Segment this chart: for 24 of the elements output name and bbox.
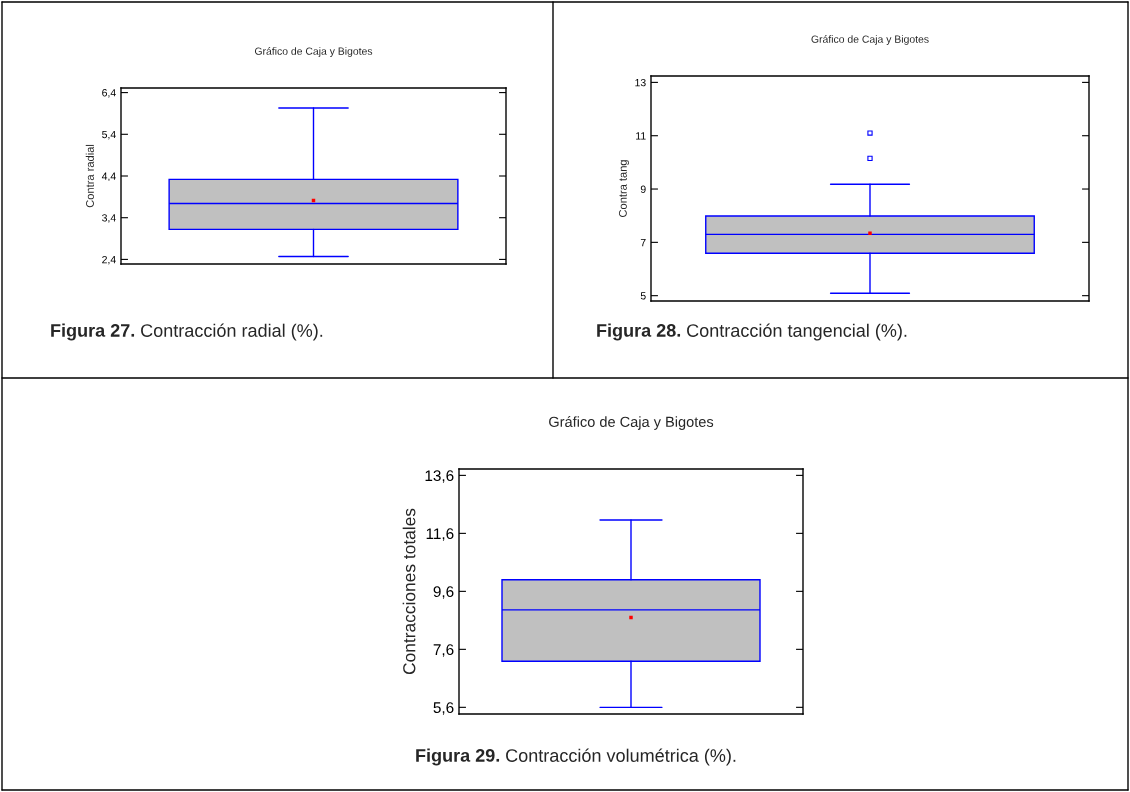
chart-title: Gráfico de Caja y Bigotes xyxy=(549,416,714,430)
y-axis-title: Contracciones totales xyxy=(402,508,416,675)
y-tick-label: 5,4 xyxy=(102,130,116,140)
y-tick-label: 13 xyxy=(635,78,646,87)
chart-title: Gráfico de Caja y Bigotes xyxy=(811,35,929,45)
y-tick-label: 5,6 xyxy=(433,702,454,715)
y-tick-label: 3,4 xyxy=(102,214,116,223)
y-tick-label: 9 xyxy=(640,185,646,193)
y-tick-label: 2,4 xyxy=(102,255,116,265)
y-tick-label: 11 xyxy=(636,132,646,140)
y-tick-label: 13,6 xyxy=(425,470,454,483)
text: Figura 29. Contracción volumétrica (%). xyxy=(416,748,736,766)
y-tick-label: 7,6 xyxy=(433,644,454,657)
y-tick-label: 7 xyxy=(640,238,646,247)
chart-title: Gráfico de Caja y Bigotes xyxy=(254,47,373,57)
y-tick-label: 6,4 xyxy=(102,89,116,98)
y-axis-title: Contra tang xyxy=(618,160,629,217)
y-tick-label: 4,4 xyxy=(101,172,116,182)
y-axis-title: Contra radial xyxy=(85,144,94,208)
text: Figura 27. Contracción radial (%). xyxy=(51,323,323,341)
y-tick-label: 5 xyxy=(640,292,646,300)
text: Figura 28. Contracción tangencial (%). xyxy=(597,323,907,341)
y-tick-label: 11,6 xyxy=(426,528,454,541)
y-tick-label: 9,6 xyxy=(433,586,454,599)
